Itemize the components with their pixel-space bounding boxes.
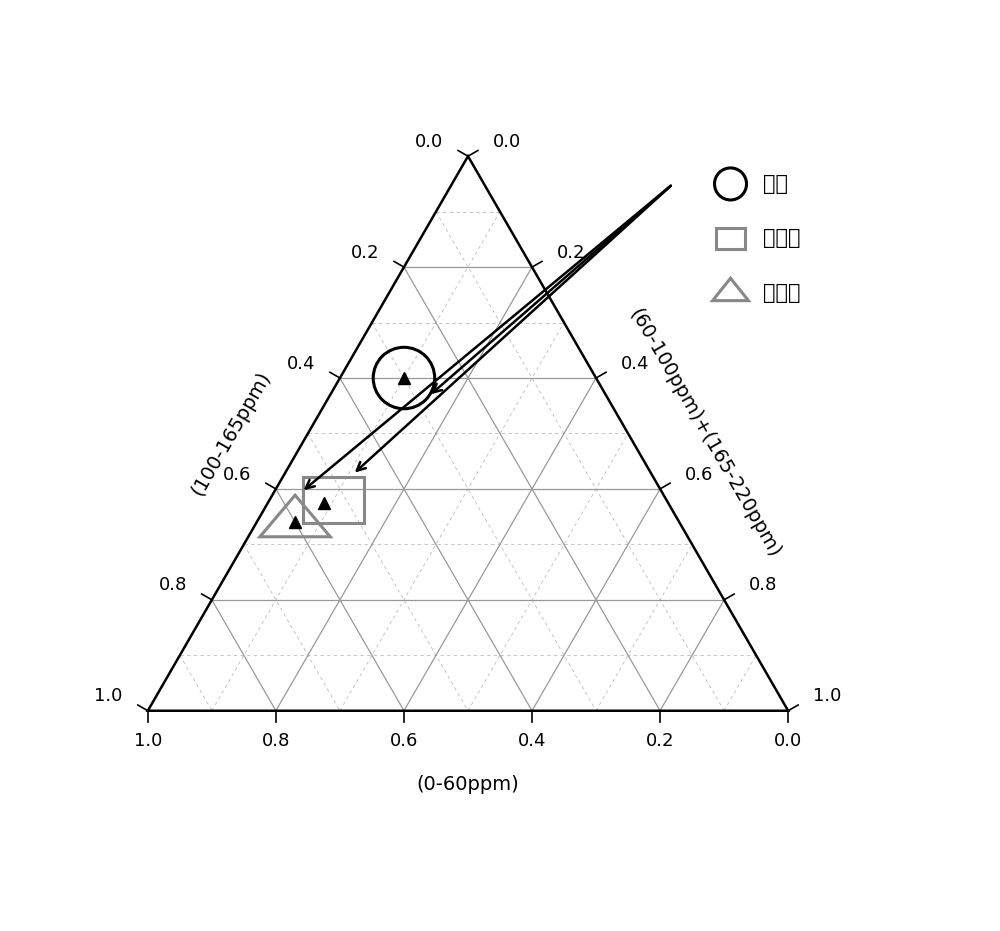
Text: 0.4: 0.4 bbox=[518, 732, 546, 749]
Text: 0.0: 0.0 bbox=[774, 732, 802, 749]
Text: 0.0: 0.0 bbox=[415, 133, 443, 151]
Text: 0.4: 0.4 bbox=[621, 355, 650, 372]
Text: 0.8: 0.8 bbox=[159, 576, 187, 594]
Text: 机动车: 机动车 bbox=[763, 283, 800, 303]
Text: 1.0: 1.0 bbox=[134, 732, 162, 749]
Text: 0.6: 0.6 bbox=[390, 732, 418, 749]
Text: (100-165ppm): (100-165ppm) bbox=[188, 368, 274, 499]
Bar bbox=[716, 228, 745, 249]
Text: 0.8: 0.8 bbox=[749, 576, 777, 594]
Text: 0.8: 0.8 bbox=[262, 732, 290, 749]
Text: 0.6: 0.6 bbox=[685, 466, 713, 483]
Text: 1.0: 1.0 bbox=[813, 687, 841, 706]
Text: 1.0: 1.0 bbox=[94, 687, 123, 706]
Text: 0.0: 0.0 bbox=[493, 133, 521, 151]
Text: 0.6: 0.6 bbox=[223, 466, 251, 483]
Text: 0.2: 0.2 bbox=[557, 244, 585, 262]
Text: 0.4: 0.4 bbox=[286, 355, 315, 372]
Text: 燃煊: 燃煊 bbox=[763, 174, 788, 194]
Bar bbox=[303, 477, 364, 523]
Text: (60-100ppm)+(165-220ppm): (60-100ppm)+(165-220ppm) bbox=[626, 305, 784, 561]
Text: 0.2: 0.2 bbox=[646, 732, 674, 749]
Text: 生物质: 生物质 bbox=[763, 228, 800, 249]
Text: (0-60ppm): (0-60ppm) bbox=[417, 775, 519, 794]
Text: 0.2: 0.2 bbox=[350, 244, 379, 262]
